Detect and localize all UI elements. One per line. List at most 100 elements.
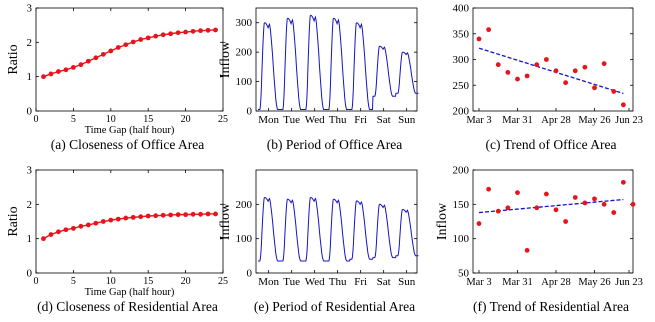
plot-frame [35, 7, 224, 112]
data-point [93, 55, 99, 61]
data-point [476, 36, 482, 42]
x-tick-label: 20 [181, 276, 191, 287]
y-tick-label: 100 [236, 76, 253, 88]
trend-line [478, 47, 624, 95]
x-tick-label: Wed [305, 276, 325, 288]
data-point [534, 205, 540, 211]
data-point [563, 80, 569, 86]
data-point [130, 214, 136, 220]
x-tick-label: Sat [377, 114, 391, 126]
data-point [100, 51, 106, 57]
series-line [258, 196, 419, 262]
data-point [145, 35, 151, 41]
x-axis-label: Time Gap (half hour) [85, 287, 175, 298]
y-tick-label: 250 [453, 80, 470, 92]
data-point [553, 207, 559, 213]
y-tick-label: 300 [453, 54, 470, 66]
data-point [213, 27, 218, 33]
y-tick-label: 0 [27, 106, 33, 118]
data-point [56, 229, 61, 235]
data-point [153, 33, 159, 39]
y-tick-label: 0 [247, 106, 253, 118]
y-tick-label: 200 [453, 106, 470, 118]
data-point [486, 186, 492, 192]
y-axis-label: Ratio [6, 206, 21, 236]
x-tick-label: Wed [305, 114, 325, 126]
chart-caption: (a) Closeness of Office Area [51, 137, 204, 152]
chart-panel-6: 50 100 150 200 Inflow (f) Trend of Residentia… [435, 165, 643, 315]
plot-frame [255, 169, 418, 274]
y-axis-label: Inflow [218, 40, 233, 78]
x-tick-label: 20 [181, 114, 191, 125]
y-tick-label: 350 [453, 28, 470, 40]
data-point [534, 62, 540, 68]
x-tick-label: May 26 [578, 277, 610, 288]
chart-panel-4: 0 1 2 3 Ratio (d) Closeness of Residential Ar… [6, 165, 228, 315]
data-point [543, 191, 549, 197]
data-point [205, 27, 211, 33]
data-point [582, 64, 588, 70]
data-point [601, 201, 607, 207]
chart-caption: (c) Trend of Office Area [486, 137, 617, 152]
x-tick-label: Mon [258, 276, 279, 288]
data-point [115, 45, 121, 50]
data-point [611, 210, 617, 215]
x-tick-label: Fri [354, 276, 367, 288]
x-tick-label: Jun 23 [615, 277, 643, 288]
x-tick-label: Jun 23 [615, 115, 643, 126]
data-point [486, 27, 492, 33]
data-point [108, 217, 114, 223]
x-tick-label: 15 [143, 276, 153, 287]
x-tick-label: Thu [329, 276, 347, 288]
data-point [515, 76, 520, 82]
data-point [138, 37, 144, 42]
series-line [43, 213, 216, 240]
x-tick-label: Fri [354, 114, 367, 126]
data-point [592, 196, 597, 202]
x-tick-label: 25 [218, 114, 228, 125]
data-point [553, 68, 559, 74]
y-tick-label: 1 [27, 71, 33, 83]
x-tick-label: Sat [377, 276, 391, 288]
y-tick-label: 0 [27, 268, 33, 280]
y-tick-label: 50 [458, 268, 470, 280]
data-point [515, 190, 520, 196]
data-point [108, 48, 114, 54]
y-axis-label: Ratio [6, 44, 21, 74]
data-point [572, 195, 578, 200]
data-point [71, 225, 76, 231]
data-point [205, 211, 211, 217]
x-tick-label: 0 [34, 276, 39, 287]
data-point [115, 216, 121, 222]
data-point [63, 67, 69, 73]
plot-frame [255, 7, 418, 112]
plot-frame [472, 169, 634, 274]
data-point [175, 30, 181, 36]
x-tick-label: 0 [34, 114, 39, 125]
x-tick-label: Sun [398, 276, 416, 288]
data-point [213, 211, 218, 217]
x-tick-label: 10 [106, 114, 116, 125]
data-point [153, 213, 159, 219]
chart-caption: (b) Period of Office Area [267, 137, 402, 152]
x-tick-label: Tue [283, 276, 300, 288]
data-point [48, 71, 54, 77]
x-tick-label: Mar 3 [466, 115, 491, 126]
plot-frame [472, 7, 634, 112]
data-point [190, 28, 196, 34]
data-point [78, 223, 84, 229]
x-tick-label: Apr 28 [541, 277, 570, 288]
data-point [198, 28, 203, 34]
data-point [168, 212, 174, 218]
chart-panel-3: 200 250 300 350 400 (c) Trend of Office Area M… [453, 3, 643, 153]
x-tick-label: 25 [218, 276, 228, 287]
x-axis-label: Time Gap (half hour) [85, 125, 175, 136]
data-point [524, 247, 530, 253]
y-tick-label: 100 [236, 233, 253, 245]
data-point [175, 212, 181, 218]
data-point [63, 227, 69, 233]
data-point [630, 201, 636, 207]
data-point [41, 236, 46, 242]
